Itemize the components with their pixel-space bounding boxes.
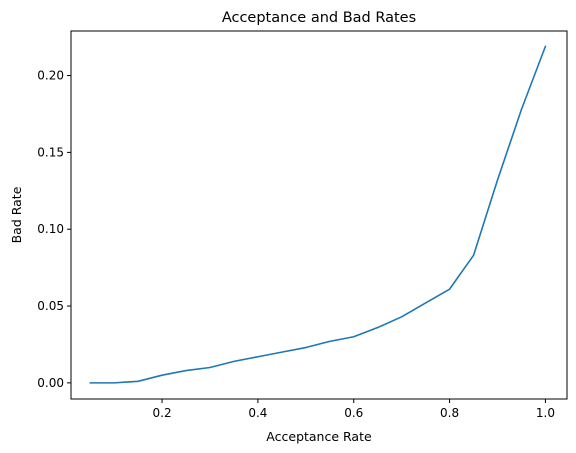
series-line <box>89 45 547 384</box>
chart-title: Acceptance and Bad Rates <box>222 10 416 26</box>
x-tick-label: 0.8 <box>440 406 459 420</box>
y-tick-label: 0.05 <box>37 299 64 313</box>
y-tick-label: 0.10 <box>37 222 64 236</box>
x-tick-label: 1.0 <box>536 406 555 420</box>
x-tick-label: 0.2 <box>153 406 172 420</box>
y-tick-label: 0.20 <box>37 69 64 83</box>
plot-area <box>89 45 547 384</box>
y-tick-label: 0.00 <box>37 376 64 390</box>
x-tick-label: 0.6 <box>344 406 363 420</box>
x-axis-label: Acceptance Rate <box>266 429 372 444</box>
y-axis-label: Bad Rate <box>9 186 24 243</box>
y-axis: 0.00 0.05 0.10 0.15 0.20 <box>37 69 71 390</box>
y-tick-label: 0.15 <box>37 145 64 159</box>
x-tick-label: 0.4 <box>248 406 267 420</box>
x-axis: 0.2 0.4 0.6 0.8 1.0 <box>153 399 555 420</box>
axes-frame <box>70 30 568 400</box>
